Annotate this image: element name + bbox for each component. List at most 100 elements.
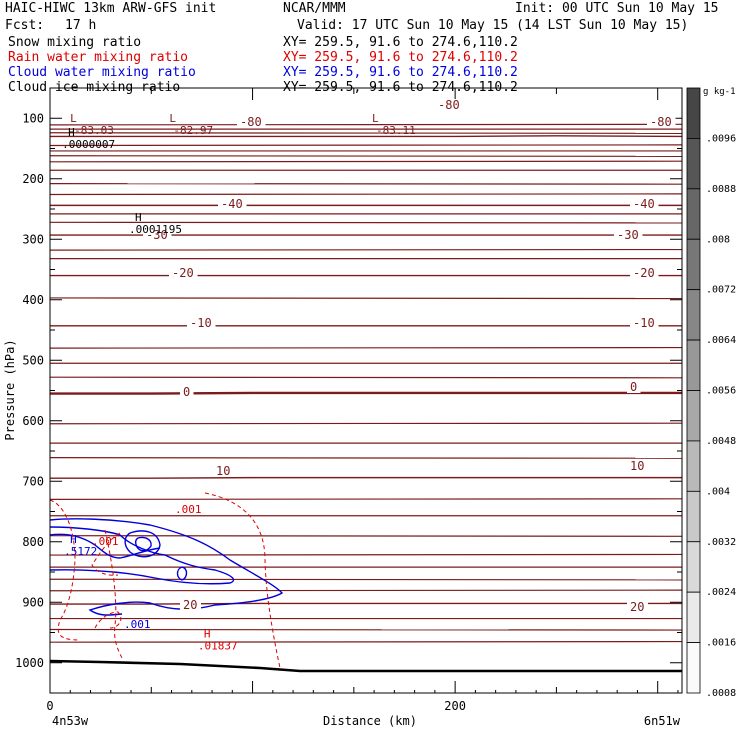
colorbar-cell: [686, 541, 701, 593]
x-axis-title: Distance (km): [323, 714, 417, 728]
theta-contour: [49, 553, 683, 556]
right-endpoint-label: 6n51w: [644, 714, 681, 728]
colorbar-cell: [686, 87, 701, 139]
isotherm-20: [50, 602, 682, 605]
y-tick-label: 500: [22, 353, 44, 367]
y-tick-label: 400: [22, 293, 44, 307]
isotherm-label: -20: [633, 266, 655, 280]
colorbar-cell: [686, 238, 701, 291]
theta-contour: [49, 346, 683, 349]
cloud-water-contour: [134, 536, 152, 552]
colorbar-cell: [686, 289, 701, 341]
isotherm-label-bg: [627, 460, 648, 472]
extremum-type-label: H: [70, 533, 77, 546]
isotherm-label-bg: [630, 317, 659, 329]
theta-contour: [49, 535, 683, 537]
extremum-value-label: -83.03: [74, 124, 114, 137]
colorbar-tick-label: .0072: [706, 285, 736, 296]
isotherm-label-bg: [435, 99, 464, 111]
extremum-value-label: -83.11: [376, 124, 416, 137]
colorbar-cell: [686, 390, 701, 442]
isotherm-label-bg: [169, 267, 198, 279]
theta-contour: [49, 155, 683, 157]
extremum-type-label: H: [135, 211, 142, 224]
forecast-label: Fcst:: [5, 18, 45, 33]
rain-contour: [204, 492, 281, 669]
extremum-type-label: L: [70, 112, 77, 125]
isotherm-label-bg: [180, 599, 201, 611]
extremum-type-label: L: [372, 112, 379, 125]
cloud-water-contour: [176, 566, 188, 581]
isotherm-label-bg: [647, 116, 676, 128]
isotherm-label: -30: [617, 228, 639, 242]
cloud-water-contour: [49, 518, 284, 616]
rain-contour: [91, 532, 121, 576]
extremum-value-label: .5172: [64, 545, 97, 558]
theta-contour: [49, 144, 683, 147]
rain-contour: [94, 611, 122, 629]
colorbar-tick-label: .0032: [706, 537, 736, 548]
isotherm-label: -40: [633, 197, 655, 211]
contour-value-label: .001: [175, 503, 202, 516]
colorbar-tick-label: .0096: [706, 133, 736, 144]
colorbar-cell: [686, 138, 701, 190]
y-tick-label: 1000: [15, 656, 44, 670]
isotherm-label: 20: [183, 598, 197, 612]
colorbar-cell: [686, 188, 701, 240]
isotherm-label-bg: [180, 386, 194, 398]
y-tick-label: 200: [22, 172, 44, 186]
theta-contour: [49, 182, 683, 185]
isotherm-label-bg: [187, 317, 216, 329]
colorbar-cell: [686, 339, 701, 391]
isotherm-label-bg: [627, 601, 648, 613]
y-tick-label: 800: [22, 535, 44, 549]
isotherm-label-bg: [614, 229, 643, 241]
isotherm-label: -20: [172, 266, 194, 280]
init-time: Init: 00 UTC Sun 10 May 15: [515, 1, 719, 16]
theta-contour: [49, 132, 683, 134]
y-tick-label: 700: [22, 474, 44, 488]
extremum-value-label: -82.97: [173, 124, 213, 137]
field-snow-name: Snow mixing ratio: [8, 35, 142, 50]
isotherm-label-bg: [237, 116, 266, 128]
theta-contour: [49, 248, 683, 251]
isotherm-label: -10: [190, 316, 212, 330]
colorbar-tick-label: .0088: [706, 184, 736, 195]
colorbar-tick-label: .0024: [706, 587, 736, 598]
extremum-type-label: H: [204, 627, 211, 640]
colorbar-cell: [686, 591, 701, 643]
y-tick-label: 300: [22, 232, 44, 246]
isotherm-10: [50, 476, 682, 479]
isotherm-label-bg: [213, 465, 234, 477]
isotherm-label-bg: [218, 198, 247, 210]
extremum-value-label: .01837: [198, 639, 238, 652]
isotherm-label: -80: [650, 115, 672, 129]
theta-contour: [49, 628, 683, 631]
theta-contour: [49, 422, 683, 425]
extremum-value-label: .0001195: [129, 223, 182, 236]
colorbar-cell: [686, 642, 701, 694]
x-tick-label: 200: [444, 699, 466, 713]
isotherm-label: -80: [438, 98, 460, 112]
rain-contour: [104, 529, 123, 659]
isotherm-label: 10: [630, 459, 644, 473]
model-title: HAIC-HIWC 13km ARW-GFS init: [5, 1, 217, 16]
isotherm-label: -40: [221, 197, 243, 211]
isotherm-label: 20: [630, 600, 644, 614]
colorbar-tick-label: .004: [706, 486, 730, 497]
theta-contour: [49, 578, 683, 581]
isotherm-label-bg: [630, 267, 659, 279]
y-tick-label: 100: [22, 111, 44, 125]
theta-contour: [49, 498, 683, 500]
extremum-value-label: .0000007: [62, 138, 115, 151]
colorbar-cell: [686, 440, 701, 492]
colorbar-tick-label: .0056: [706, 386, 736, 397]
contour-value-label: .001: [124, 618, 151, 631]
theta-contour: [49, 193, 683, 196]
y-tick-label: 600: [22, 414, 44, 428]
theta-contour: [49, 640, 683, 643]
colorbar-tick-label: .0048: [706, 436, 736, 447]
cloud-water-contour: [49, 526, 235, 585]
y-tick-label: 900: [22, 595, 44, 609]
